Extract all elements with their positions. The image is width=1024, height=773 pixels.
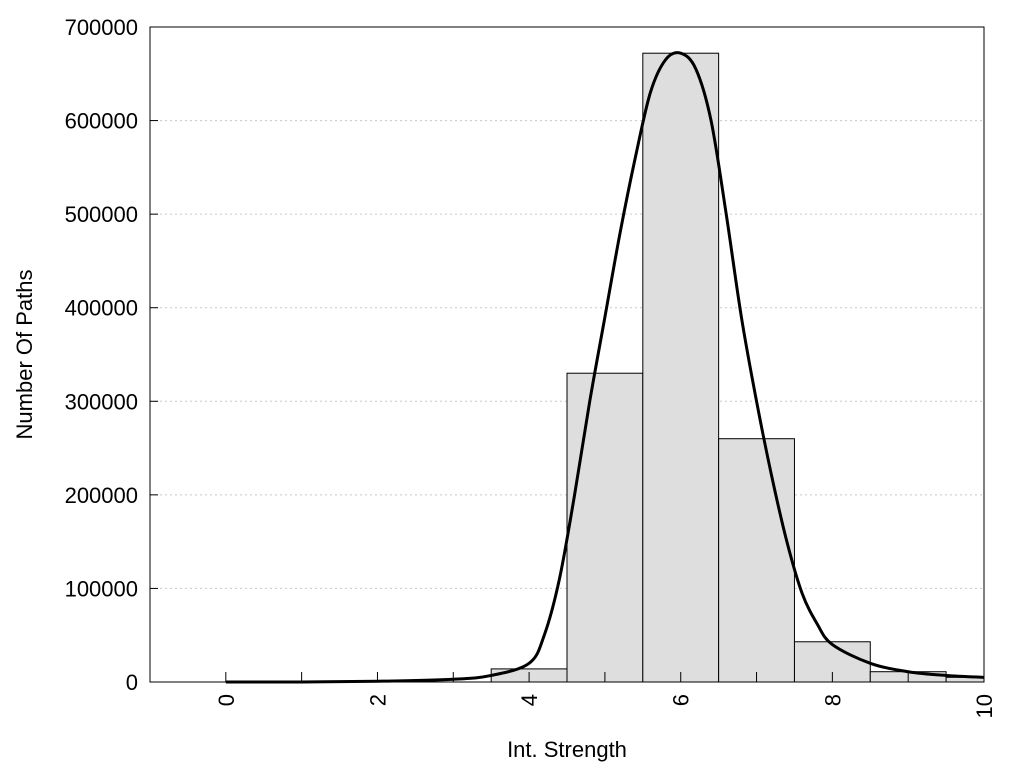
y-tick-label: 400000 <box>65 296 138 321</box>
x-tick-label: 10 <box>972 694 997 718</box>
histogram-bars <box>490 52 985 683</box>
y-tick-label: 300000 <box>65 389 138 414</box>
fit-curve <box>225 51 985 684</box>
x-tick-label: 6 <box>669 694 694 706</box>
y-tick-label: 100000 <box>65 576 138 601</box>
x-tick-label: 0 <box>214 694 239 706</box>
histogram-bar <box>642 52 720 683</box>
axes: 0 100000 200000 300000 400000 500000 600000 700… <box>65 15 997 718</box>
fit-curve-layer <box>225 51 985 684</box>
y-tick-label: 0 <box>126 670 138 695</box>
histogram-bar <box>566 372 644 683</box>
x-tick-label: 8 <box>820 694 845 706</box>
y-tick-label: 500000 <box>65 202 138 227</box>
y-axis-label: Number Of Paths <box>12 270 37 440</box>
histogram-bar <box>718 438 795 683</box>
plot-frame <box>149 26 985 683</box>
y-tick-label: 600000 <box>65 109 138 134</box>
x-tick-label: 2 <box>365 694 390 706</box>
y-tick-label: 700000 <box>65 15 138 40</box>
y-tick-label: 200000 <box>65 483 138 508</box>
x-tick-label: 4 <box>517 694 542 706</box>
x-axis-label: Int. Strength <box>507 737 627 762</box>
